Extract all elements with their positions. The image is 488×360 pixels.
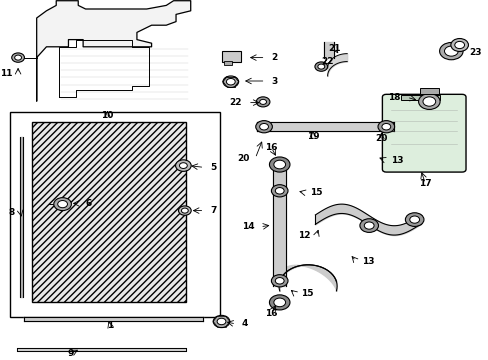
Text: 15: 15 bbox=[300, 289, 313, 298]
Circle shape bbox=[269, 157, 289, 172]
Circle shape bbox=[275, 188, 284, 194]
Circle shape bbox=[439, 42, 462, 60]
Circle shape bbox=[269, 295, 289, 310]
Text: 2: 2 bbox=[271, 53, 277, 62]
Text: 12: 12 bbox=[297, 231, 310, 240]
Polygon shape bbox=[37, 1, 190, 101]
Circle shape bbox=[255, 121, 272, 133]
Bar bbox=[222, 51, 240, 62]
Circle shape bbox=[256, 97, 269, 107]
Circle shape bbox=[405, 213, 423, 226]
Text: 15: 15 bbox=[310, 188, 323, 197]
Circle shape bbox=[213, 315, 229, 328]
Text: 8: 8 bbox=[8, 208, 15, 217]
Bar bbox=[32, 122, 185, 302]
Text: 23: 23 bbox=[468, 48, 481, 57]
Circle shape bbox=[271, 185, 287, 197]
Text: 13: 13 bbox=[390, 156, 403, 165]
Circle shape bbox=[418, 94, 439, 109]
Text: 5: 5 bbox=[210, 163, 216, 172]
FancyBboxPatch shape bbox=[382, 94, 465, 172]
Circle shape bbox=[15, 55, 21, 60]
Circle shape bbox=[444, 46, 457, 56]
Circle shape bbox=[58, 201, 67, 208]
Circle shape bbox=[377, 121, 394, 133]
Text: 7: 7 bbox=[210, 206, 216, 215]
Text: 3: 3 bbox=[271, 77, 277, 85]
Circle shape bbox=[259, 99, 266, 104]
Text: 9: 9 bbox=[67, 349, 74, 358]
Text: 6: 6 bbox=[85, 199, 92, 208]
Circle shape bbox=[217, 318, 225, 325]
Text: 18: 18 bbox=[387, 93, 400, 102]
Circle shape bbox=[381, 123, 390, 130]
Text: 1: 1 bbox=[107, 321, 113, 330]
Text: 4: 4 bbox=[242, 320, 248, 328]
Circle shape bbox=[359, 219, 378, 233]
Circle shape bbox=[317, 64, 324, 69]
Text: 14: 14 bbox=[241, 222, 254, 231]
Text: 19: 19 bbox=[306, 132, 319, 141]
Circle shape bbox=[179, 163, 187, 168]
Circle shape bbox=[275, 278, 284, 284]
Circle shape bbox=[364, 222, 373, 229]
Circle shape bbox=[259, 123, 268, 130]
Circle shape bbox=[223, 76, 238, 87]
Circle shape bbox=[226, 78, 235, 85]
Circle shape bbox=[409, 216, 419, 223]
Text: 22: 22 bbox=[321, 57, 333, 66]
Circle shape bbox=[422, 97, 435, 106]
Circle shape bbox=[273, 160, 285, 169]
Text: 13: 13 bbox=[361, 256, 374, 265]
Bar bbox=[400, 95, 439, 100]
Text: 11: 11 bbox=[0, 69, 12, 78]
Circle shape bbox=[314, 62, 327, 71]
Circle shape bbox=[454, 41, 464, 49]
Text: 20: 20 bbox=[237, 154, 249, 163]
Circle shape bbox=[178, 206, 191, 215]
Circle shape bbox=[175, 160, 191, 171]
Circle shape bbox=[273, 298, 285, 307]
Bar bbox=[224, 61, 231, 65]
Text: 21: 21 bbox=[328, 44, 341, 53]
Circle shape bbox=[271, 275, 287, 287]
Circle shape bbox=[181, 208, 188, 213]
Circle shape bbox=[54, 198, 71, 211]
Circle shape bbox=[12, 53, 24, 62]
Text: 20: 20 bbox=[374, 134, 387, 143]
Text: 10: 10 bbox=[101, 111, 114, 120]
Circle shape bbox=[450, 39, 468, 51]
Text: 22: 22 bbox=[229, 98, 242, 107]
Text: 16: 16 bbox=[264, 143, 277, 152]
Bar bbox=[10, 112, 220, 317]
Text: 17: 17 bbox=[418, 179, 431, 188]
Bar bbox=[419, 88, 438, 94]
Text: 16: 16 bbox=[264, 309, 277, 318]
